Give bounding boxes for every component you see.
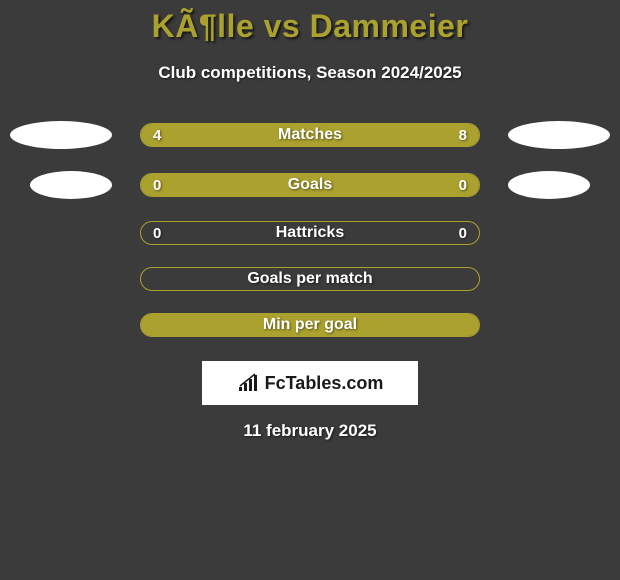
stat-label-gpm: Goals per match — [247, 270, 372, 288]
stat-value-right-hattricks: 0 — [459, 225, 467, 242]
logo-text: FcTables.com — [265, 373, 384, 394]
stat-value-right-matches: 8 — [459, 127, 467, 144]
stat-row-matches: 4 Matches 8 — [0, 121, 620, 149]
stat-label-goals: Goals — [288, 176, 332, 194]
page-title: KÃ¶lle vs Dammeier — [0, 8, 620, 45]
stat-row-hattricks: 0 Hattricks 0 — [0, 221, 620, 245]
stat-label-hattricks: Hattricks — [276, 224, 344, 242]
oval-left-goals — [30, 171, 112, 199]
stat-label-mpg: Min per goal — [263, 316, 357, 334]
stat-bar-hattricks: 0 Hattricks 0 — [140, 221, 480, 245]
stat-row-goals: 0 Goals 0 — [0, 171, 620, 199]
stat-bar-matches: 4 Matches 8 — [140, 123, 480, 147]
chart-icon — [237, 373, 261, 393]
logo-content: FcTables.com — [237, 373, 384, 394]
spacer-right-goals — [508, 171, 610, 199]
date-text: 11 february 2025 — [0, 421, 620, 441]
main-container: KÃ¶lle vs Dammeier Club competitions, Se… — [0, 0, 620, 441]
stat-value-left-goals: 0 — [153, 177, 161, 194]
stat-value-left-hattricks: 0 — [153, 225, 161, 242]
oval-right-goals — [508, 171, 590, 199]
stat-bar-gpm: Goals per match — [140, 267, 480, 291]
spacer-left-goals — [10, 171, 112, 199]
oval-left-matches — [10, 121, 112, 149]
stat-bar-goals: 0 Goals 0 — [140, 173, 480, 197]
stat-value-right-goals: 0 — [459, 177, 467, 194]
stat-row-mpg: Min per goal — [0, 313, 620, 337]
oval-right-matches — [508, 121, 610, 149]
stat-row-gpm: Goals per match — [0, 267, 620, 291]
logo-box[interactable]: FcTables.com — [202, 361, 418, 405]
stat-label-matches: Matches — [278, 126, 342, 144]
stat-value-left-matches: 4 — [153, 127, 161, 144]
subtitle: Club competitions, Season 2024/2025 — [0, 63, 620, 83]
stat-bar-mpg: Min per goal — [140, 313, 480, 337]
